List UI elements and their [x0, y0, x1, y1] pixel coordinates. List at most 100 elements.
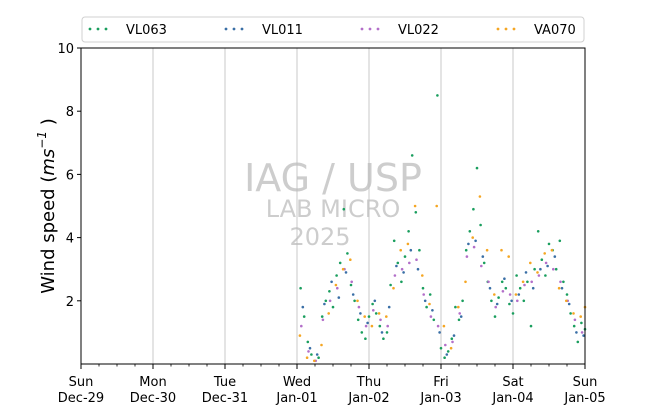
point-VA070-15 — [406, 242, 410, 246]
point-VL063-63 — [529, 324, 533, 328]
point-VL022-31 — [523, 283, 526, 287]
point-VL022-9 — [364, 324, 368, 328]
legend-marker-VL022-0 — [360, 27, 364, 31]
point-VL022-0 — [300, 324, 303, 328]
point-VL011-17 — [423, 299, 427, 303]
point-VL022-30 — [516, 299, 519, 303]
series-VL022 — [300, 245, 584, 363]
point-VL063-39 — [443, 356, 446, 360]
watermark-line3: 2025 — [289, 223, 350, 251]
point-VL022-22 — [458, 312, 462, 315]
x-tick-day-6: Sat — [502, 375, 523, 390]
point-VL063-36 — [432, 318, 436, 322]
legend-label-VA070: VA070 — [534, 23, 576, 38]
y-axis-label: Wind speed (ms−1 ) — [35, 118, 59, 293]
point-VL063-15 — [356, 318, 360, 322]
legend-marker-VA070-1 — [504, 27, 508, 31]
x-tick-date-6: Jan-04 — [491, 391, 533, 406]
point-VL063-23 — [385, 331, 389, 334]
point-VL022-38 — [573, 318, 577, 322]
point-VL022-35 — [552, 267, 555, 271]
point-VL063-75 — [572, 324, 576, 328]
point-VL011-32 — [531, 286, 535, 290]
point-VL063-1 — [302, 315, 306, 318]
point-VL063-59 — [515, 274, 518, 277]
point-VL063-64 — [533, 267, 536, 271]
legend-marker-VA070-2 — [512, 27, 516, 31]
point-VL011-18 — [431, 309, 434, 312]
point-VL063-73 — [565, 293, 569, 296]
point-VL011-39 — [582, 334, 585, 337]
point-VA070-32 — [529, 261, 532, 265]
y-axis-label-close: ) — [38, 118, 59, 131]
x-tick-date-7: Jan-05 — [563, 391, 605, 406]
point-VL063-24 — [389, 283, 392, 287]
point-VA070-3 — [320, 343, 323, 347]
point-VL063-29 — [407, 230, 410, 233]
point-VL011-9 — [366, 321, 369, 325]
point-VA070-17 — [421, 274, 424, 277]
x-tick-day-3: Wed — [283, 375, 311, 390]
point-VA070-8 — [356, 299, 359, 303]
point-VL022-24 — [472, 245, 476, 249]
point-VL011-28 — [503, 277, 506, 281]
point-VL063-42 — [454, 305, 457, 309]
point-VL022-23 — [465, 255, 469, 258]
y-tick-label-2: 6 — [66, 168, 74, 183]
point-VA070-22 — [457, 305, 460, 309]
point-VL063-49 — [479, 223, 482, 227]
watermark-line1: IAG / USP — [244, 156, 422, 200]
point-VL063-5 — [320, 315, 324, 318]
point-VA070-12 — [385, 315, 388, 318]
point-VL063-33 — [421, 286, 425, 290]
point-VL022-8 — [357, 305, 361, 309]
point-VL022-20 — [444, 343, 447, 347]
point-VA070-9 — [363, 315, 367, 318]
point-VL011-21 — [452, 334, 456, 337]
point-VL011-19 — [438, 331, 441, 334]
point-VL063-61 — [522, 299, 526, 303]
x-axis: SunDec-29MonDec-30TueDec-31WedJan-01ThuJ… — [58, 364, 606, 406]
series-VL063 — [299, 94, 587, 360]
point-VL011-3 — [323, 302, 326, 306]
series-VL011 — [301, 239, 585, 356]
legend-marker-VL063-0 — [88, 27, 92, 31]
point-VL063-37 — [436, 94, 439, 97]
x-tick-day-0: Sun — [69, 375, 94, 390]
point-VL063-14 — [353, 299, 356, 303]
point-VL022-33 — [537, 274, 541, 277]
y-axis-label-main: Wind speed ( — [38, 176, 59, 294]
point-VL063-4 — [317, 356, 320, 360]
legend-box — [81, 16, 585, 43]
point-VA070-36 — [557, 286, 561, 290]
point-VL011-20 — [445, 353, 449, 356]
data-points — [298, 94, 587, 363]
point-VL011-36 — [560, 286, 564, 290]
point-VL063-17 — [364, 337, 367, 341]
point-VL011-2 — [315, 353, 319, 356]
point-VL063-60 — [518, 286, 522, 290]
legend-marker-VL063-1 — [96, 27, 100, 31]
legend-marker-VA070-0 — [496, 27, 500, 31]
point-VL022-10 — [372, 309, 375, 312]
point-VL063-35 — [428, 293, 432, 296]
point-VL063-55 — [500, 280, 504, 284]
grid-lines — [152, 48, 514, 364]
point-VL011-1 — [308, 346, 312, 350]
point-VL063-19 — [371, 302, 374, 306]
point-VL011-8 — [359, 312, 362, 315]
y-tick-label-0: 2 — [66, 295, 74, 310]
watermark-line2: LAB MICRO — [266, 195, 401, 223]
point-VA070-19 — [435, 204, 439, 208]
point-VL063-47 — [472, 207, 475, 211]
point-VL063-48 — [475, 166, 479, 170]
y-tick-label-1: 4 — [66, 232, 74, 247]
point-VL011-14 — [402, 271, 405, 274]
point-VL063-46 — [468, 230, 472, 233]
x-tick-day-2: Tue — [213, 375, 236, 390]
legend-marker-VL011-2 — [240, 27, 244, 31]
point-VL063-38 — [439, 346, 443, 350]
point-VA070-0 — [298, 334, 302, 337]
point-VA070-26 — [485, 248, 489, 252]
